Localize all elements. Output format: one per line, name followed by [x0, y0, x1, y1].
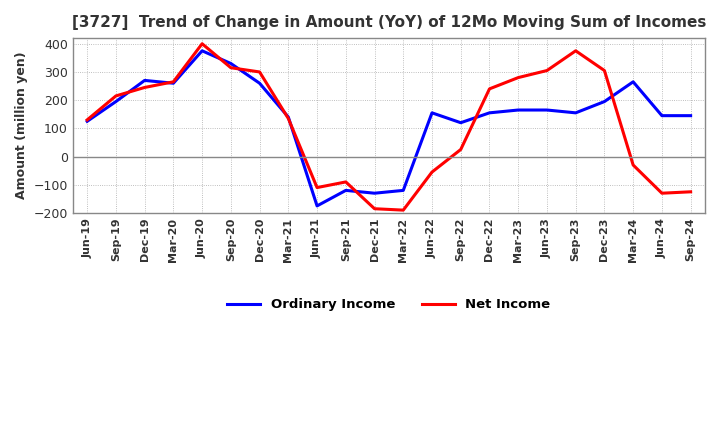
Net Income	[198, 41, 207, 46]
Net Income	[514, 75, 523, 80]
Net Income	[399, 208, 408, 213]
Net Income	[686, 189, 695, 194]
Net Income	[657, 191, 666, 196]
Net Income	[341, 179, 350, 184]
Ordinary Income	[83, 119, 91, 124]
Net Income	[83, 117, 91, 122]
Ordinary Income	[485, 110, 494, 115]
Ordinary Income	[514, 107, 523, 113]
Ordinary Income	[456, 120, 465, 125]
Net Income	[543, 68, 552, 73]
Ordinary Income	[112, 99, 120, 104]
Net Income	[169, 79, 178, 84]
Ordinary Income	[399, 188, 408, 193]
Net Income	[112, 93, 120, 99]
Ordinary Income	[169, 81, 178, 86]
Net Income	[600, 68, 608, 73]
Ordinary Income	[312, 203, 321, 209]
Ordinary Income	[629, 79, 637, 84]
Line: Ordinary Income: Ordinary Income	[87, 51, 690, 206]
Net Income	[370, 206, 379, 211]
Ordinary Income	[686, 113, 695, 118]
Net Income	[572, 48, 580, 53]
Net Income	[312, 185, 321, 190]
Net Income	[629, 162, 637, 168]
Net Income	[284, 116, 292, 121]
Ordinary Income	[370, 191, 379, 196]
Title: [3727]  Trend of Change in Amount (YoY) of 12Mo Moving Sum of Incomes: [3727] Trend of Change in Amount (YoY) o…	[72, 15, 706, 30]
Ordinary Income	[543, 107, 552, 113]
Net Income	[227, 65, 235, 70]
Ordinary Income	[657, 113, 666, 118]
Legend: Ordinary Income, Net Income: Ordinary Income, Net Income	[222, 293, 556, 316]
Net Income	[428, 169, 436, 175]
Ordinary Income	[600, 99, 608, 104]
Ordinary Income	[140, 78, 149, 83]
Line: Net Income: Net Income	[87, 44, 690, 210]
Ordinary Income	[428, 110, 436, 115]
Ordinary Income	[341, 188, 350, 193]
Ordinary Income	[198, 48, 207, 53]
Ordinary Income	[284, 114, 292, 120]
Net Income	[485, 86, 494, 92]
Ordinary Income	[227, 61, 235, 66]
Ordinary Income	[572, 110, 580, 115]
Y-axis label: Amount (million yen): Amount (million yen)	[15, 52, 28, 199]
Net Income	[456, 147, 465, 152]
Net Income	[140, 85, 149, 90]
Ordinary Income	[256, 81, 264, 86]
Net Income	[256, 70, 264, 75]
